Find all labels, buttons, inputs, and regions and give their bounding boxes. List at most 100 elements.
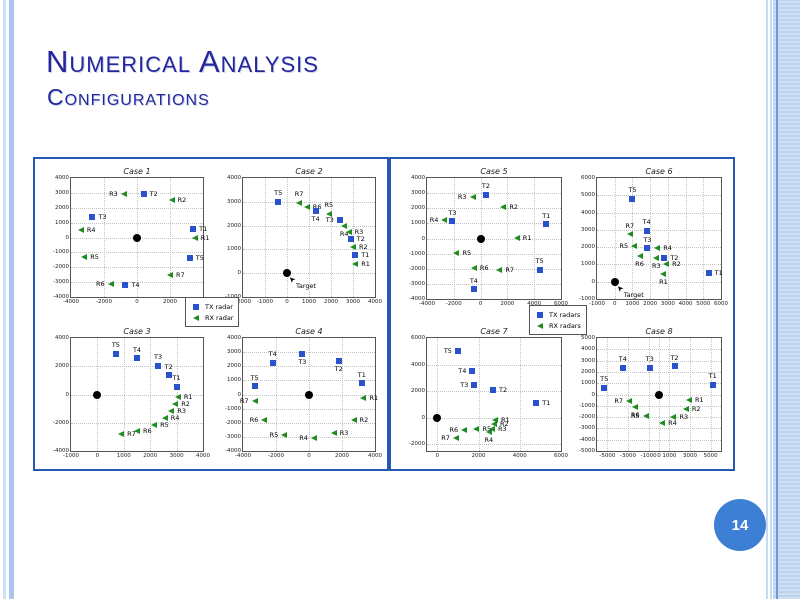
y-tick-label: 4000 <box>411 175 425 181</box>
y-tick-label: -2000 <box>409 265 425 272</box>
y-gridline <box>243 201 375 203</box>
y-gridline <box>243 380 375 382</box>
y-tick-label: 5000 <box>581 192 595 199</box>
rx-marker-icon <box>134 428 140 435</box>
rx-marker-icon <box>632 404 639 411</box>
y-tick-label: 4000 <box>55 335 69 341</box>
point-label: T4 <box>458 366 467 375</box>
x-tick-label: 6000 <box>554 301 568 307</box>
plot-area: -5000 -3000 -1000 0 1000 3000 5000 -5000 -4000 -3… <box>579 335 722 459</box>
tx-marker-icon <box>155 362 162 369</box>
rx-marker-icon <box>663 261 670 268</box>
rx-marker-icon <box>118 431 125 438</box>
y-tick-label: 0 <box>421 235 426 242</box>
tx-marker-icon <box>312 208 319 215</box>
point-label: R3 <box>457 192 467 201</box>
x-tick-label: 0 <box>95 453 100 459</box>
rx-marker-icon <box>453 249 460 256</box>
plot-area: -1000 0 1000 2000 3000 4000 5000 6000 -1000 0 1000… <box>579 175 728 307</box>
x-gridline <box>632 178 634 299</box>
target-marker-icon <box>610 277 619 286</box>
y-tick-label: -3000 <box>409 280 425 287</box>
y-gridline <box>243 366 375 368</box>
x-tick-label: 3000 <box>346 299 360 305</box>
x-tick-label: 4000 <box>368 453 382 459</box>
x-tick-label: 1000 <box>662 453 677 459</box>
y-tick-label: -2000 <box>53 264 69 271</box>
point-label: R6 <box>143 426 152 435</box>
rx-radar-marker-icon <box>535 322 545 330</box>
tx-marker-icon <box>543 221 550 228</box>
tx-marker-icon <box>482 191 489 198</box>
y-tick-label: 6000 <box>411 335 425 341</box>
y-tick-label: -1000 <box>53 249 69 256</box>
y-tick-label: 1000 <box>227 377 241 384</box>
y-tick-label: -3000 <box>579 425 595 432</box>
y-tick-label: 0 <box>591 391 596 398</box>
legend-label-tx: TX radars <box>549 310 581 319</box>
tx-marker-icon <box>470 286 477 293</box>
rx-marker-icon <box>496 266 503 273</box>
y-tick-label: 3000 <box>227 349 241 356</box>
rx-marker-icon <box>659 420 666 427</box>
chart-title: Case 5 <box>480 167 508 176</box>
y-gridline <box>71 192 203 194</box>
target-marker-icon <box>305 390 313 399</box>
case-5-plot: Case 5 -4000 -2000 0 2000 4000 6000 -4000 -3000-… <box>405 167 568 311</box>
y-gridline <box>427 444 561 446</box>
rx-marker-icon <box>352 260 359 267</box>
y-tick-label: 4000 <box>55 175 69 181</box>
y-gridline <box>597 417 721 419</box>
tx-marker-icon <box>173 383 180 390</box>
x-tick-label: -1000 <box>257 299 273 305</box>
x-gridline <box>287 178 288 297</box>
point-label: R4 <box>484 436 494 445</box>
y-tick-label: 2000 <box>581 244 595 251</box>
rx-marker-icon <box>500 203 507 210</box>
tx-marker-icon <box>165 372 172 379</box>
point-label: R6 <box>312 202 322 211</box>
y-tick-label: 4000 <box>581 209 595 216</box>
rx-radar-marker-icon <box>191 314 201 322</box>
chart-title: Case 7 <box>480 327 508 336</box>
x-tick-label: 3000 <box>683 453 697 459</box>
point-label: T3 <box>643 235 652 244</box>
x-tick-label: -1000 <box>589 301 605 307</box>
tx-marker-icon <box>358 380 365 387</box>
chart-title: Case 2 <box>295 167 323 176</box>
x-gridline <box>614 178 616 299</box>
x-tick-label: 0 <box>478 301 483 307</box>
y-gridline <box>71 222 203 224</box>
y-gridline <box>71 267 203 269</box>
page-subtitle: Configurations <box>47 84 210 110</box>
y-gridline <box>243 225 375 227</box>
x-tick-label: 1000 <box>302 299 316 305</box>
tx-marker-icon <box>112 350 119 357</box>
y-tick-label: 0 <box>421 414 426 421</box>
point-label: T2 <box>498 385 508 394</box>
y-tick-label: -1000 <box>579 296 595 302</box>
x-tick-label: 0 <box>285 299 289 305</box>
rx-marker-icon <box>161 414 168 421</box>
rx-marker-icon <box>345 228 352 235</box>
tx-marker-icon <box>335 357 342 364</box>
x-tick-label: 1000 <box>625 301 640 307</box>
x-tick-label: 4000 <box>512 453 527 459</box>
point-label: T4 <box>311 215 320 224</box>
point-label: T5 <box>274 189 283 198</box>
x-tick-label: -1000 <box>640 453 657 459</box>
y-tick-label: 5000 <box>581 335 595 341</box>
point-label: R5 <box>324 201 334 210</box>
point-label: R5 <box>160 420 169 429</box>
tx-marker-icon <box>140 190 147 197</box>
tx-marker-icon <box>190 225 197 232</box>
tx-marker-icon <box>533 400 540 407</box>
rx-marker-icon <box>485 429 492 436</box>
rx-marker-icon <box>77 227 84 234</box>
rx-marker-icon <box>461 426 468 433</box>
x-tick-label: 4000 <box>527 301 542 307</box>
x-tick-label: -2000 <box>96 299 112 305</box>
y-tick-label: 2000 <box>55 363 69 370</box>
y-tick-label: 3000 <box>411 190 425 197</box>
rx-marker-icon <box>452 435 459 442</box>
